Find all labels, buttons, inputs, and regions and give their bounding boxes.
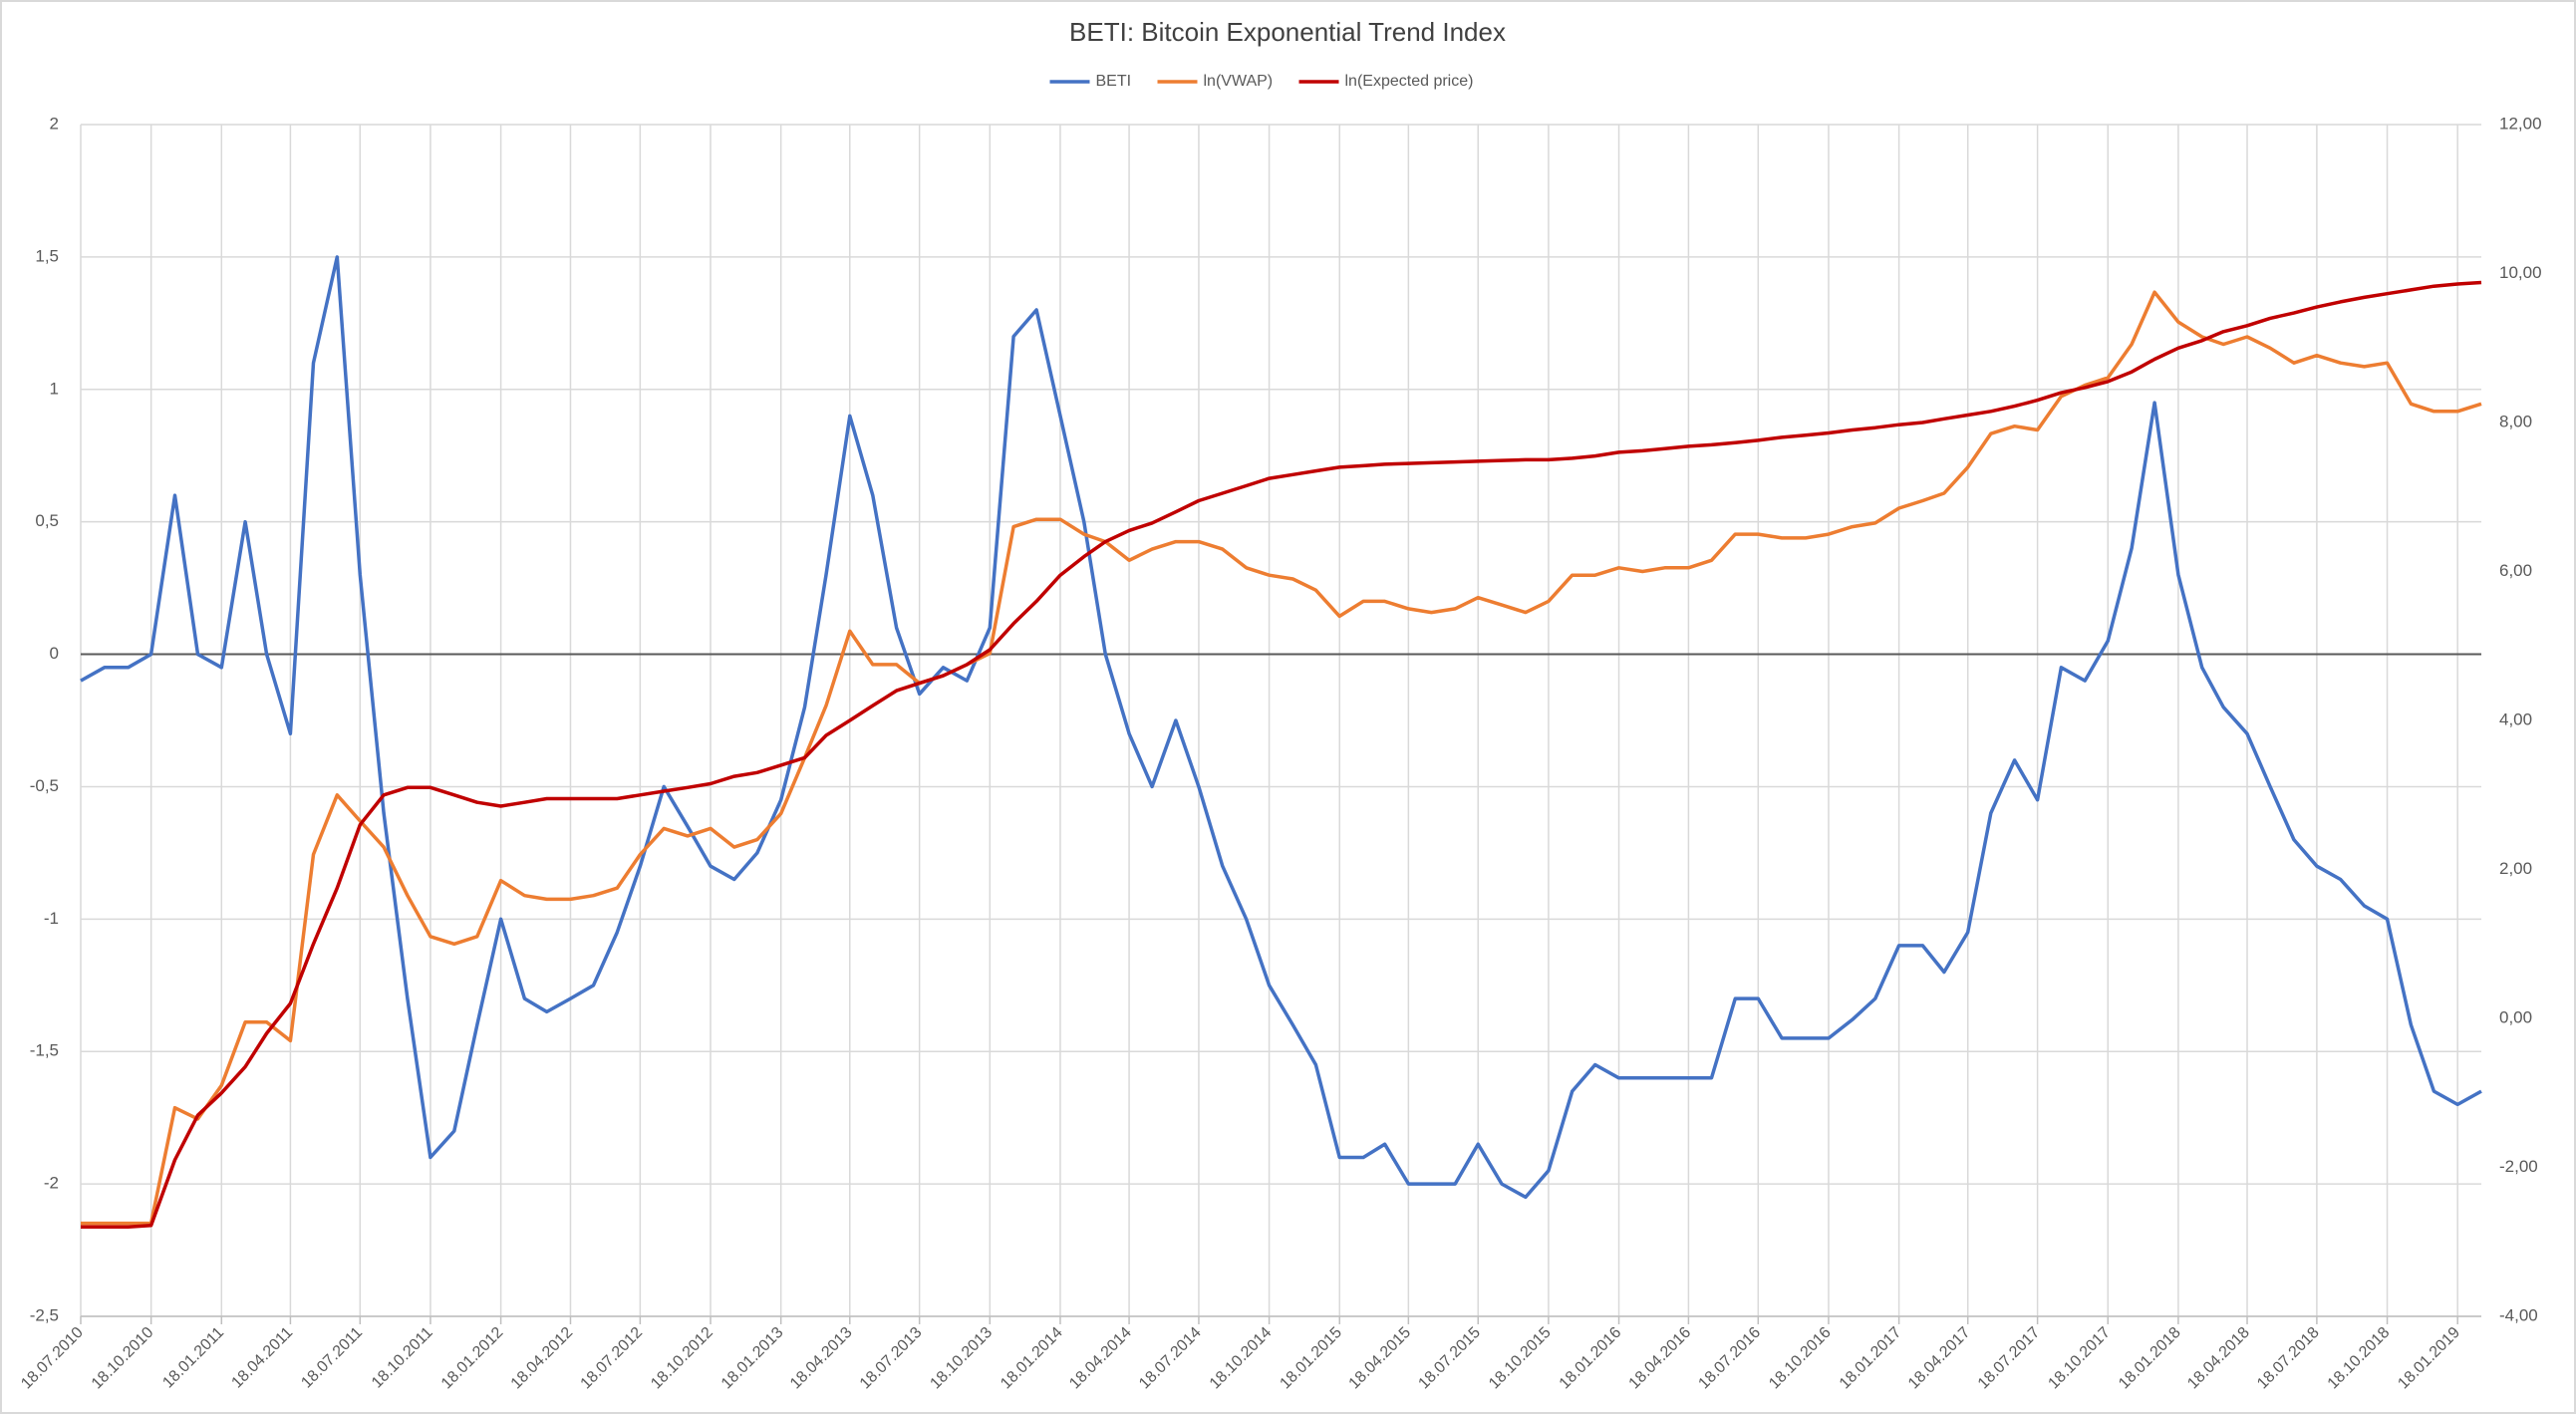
y-tick-label: 0,5 (35, 511, 59, 530)
y2-tick-label: 8,00 (2499, 412, 2532, 430)
y-tick-label: -2 (44, 1174, 59, 1193)
y2-tick-label: 2,00 (2499, 859, 2532, 878)
y-tick-label: -0,5 (30, 776, 59, 795)
y2-tick-label: 0,00 (2499, 1007, 2532, 1026)
y-tick-label: 2 (50, 114, 59, 133)
legend: BETI ln(VWAP) ln(Expected price) (1049, 73, 1474, 90)
y-tick-label: -2,5 (30, 1305, 59, 1324)
y2-tick-label: 12,00 (2499, 114, 2542, 133)
y-tick-label: 1 (50, 379, 59, 398)
y2-tick-label: -4,00 (2499, 1305, 2538, 1324)
y2-tick-label: 6,00 (2499, 561, 2532, 580)
y-tick-label: 1,5 (35, 246, 59, 265)
y2-tick-label: -2,00 (2499, 1157, 2538, 1176)
y2-tick-label: 4,00 (2499, 709, 2532, 728)
legend-label: ln(Expected price) (1345, 73, 1474, 90)
y-tick-label: 0 (50, 644, 59, 663)
y-tick-label: -1 (44, 909, 59, 928)
legend-label: ln(VWAP) (1204, 73, 1274, 90)
y-tick-label: -1,5 (30, 1041, 59, 1060)
series-line (80, 255, 2482, 1200)
grid (80, 124, 2481, 1317)
y2-tick-label: 10,00 (2499, 263, 2542, 282)
chart-title: BETI: Bitcoin Exponential Trend Index (1069, 17, 1506, 47)
series-line (81, 280, 2482, 1230)
legend-label: BETI (1096, 73, 1132, 90)
